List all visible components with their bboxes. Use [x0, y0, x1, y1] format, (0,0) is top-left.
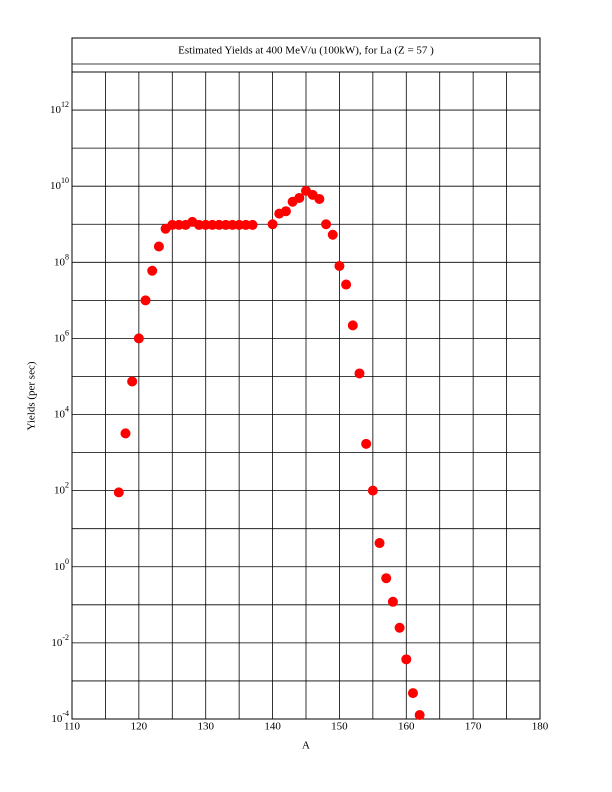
y-tick-label: 1012: [50, 100, 69, 116]
data-point: [341, 279, 352, 290]
y-tick-label: 106: [54, 328, 69, 344]
x-tick-label: 180: [532, 721, 549, 733]
data-point: [407, 688, 418, 699]
data-point: [381, 573, 392, 584]
y-tick-label: 104: [54, 404, 69, 420]
x-tick-label: 160: [398, 721, 415, 733]
chart-title: Estimated Yields at 400 MeV/u (100kW), f…: [178, 45, 434, 57]
data-point: [374, 538, 385, 549]
data-point: [367, 485, 378, 496]
data-point: [113, 487, 124, 498]
data-point: [247, 219, 258, 230]
y-tick-label: 10-2: [51, 633, 69, 649]
data-point: [267, 219, 278, 230]
data-point: [280, 206, 291, 217]
data-point: [120, 428, 131, 439]
data-point: [127, 376, 138, 387]
y-tick-label: 108: [54, 252, 69, 268]
x-tick-label: 110: [64, 721, 81, 733]
y-tick-label: 102: [54, 480, 69, 496]
data-point: [401, 654, 412, 665]
data-point: [387, 596, 398, 607]
x-tick-label: 140: [264, 721, 281, 733]
data-point: [354, 368, 365, 379]
data-point: [294, 192, 305, 203]
data-point: [414, 710, 425, 721]
y-axis-label: Yields (per sec): [26, 361, 38, 430]
x-tick-label: 150: [331, 721, 348, 733]
y-tick-label: 100: [54, 557, 69, 573]
x-tick-label: 130: [197, 721, 214, 733]
data-point: [347, 320, 358, 331]
data-point: [147, 265, 158, 276]
data-point: [361, 438, 372, 449]
x-tick-label: 170: [465, 721, 482, 733]
data-point: [153, 241, 164, 252]
data-point: [133, 333, 144, 344]
x-tick-label: 120: [131, 721, 148, 733]
data-point: [394, 622, 405, 633]
data-point: [327, 229, 338, 240]
y-tick-label: 1010: [50, 176, 69, 192]
data-point: [321, 219, 332, 230]
data-point: [314, 194, 325, 205]
x-axis-label: A: [302, 740, 310, 752]
data-point: [334, 260, 345, 271]
data-point: [140, 295, 151, 306]
y-tick-label: 10-4: [51, 709, 69, 725]
